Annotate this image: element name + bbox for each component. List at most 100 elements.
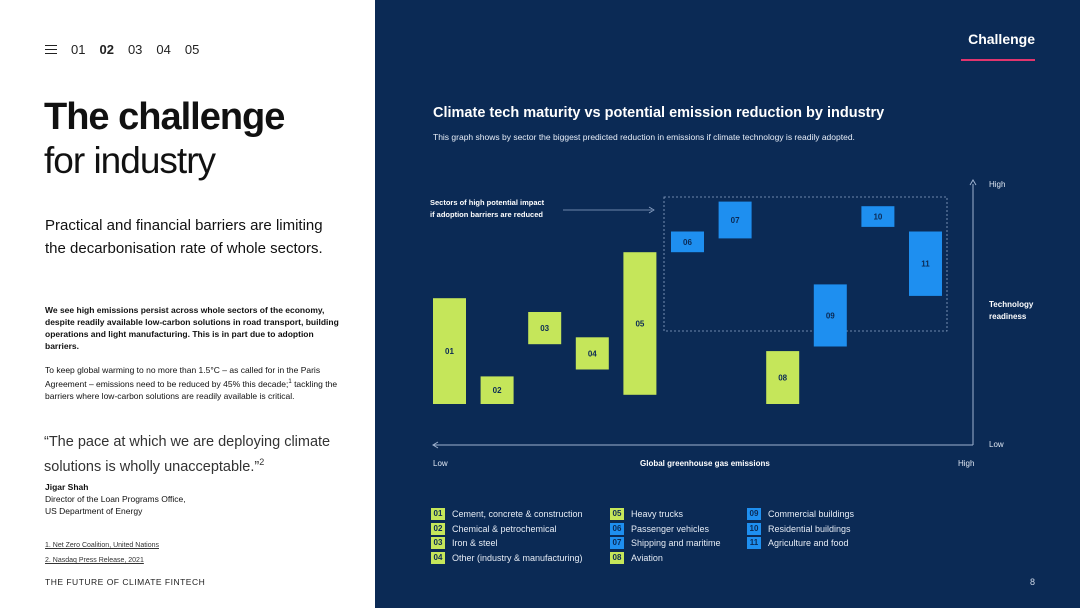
legend-label-11: Agriculture and food <box>768 538 849 549</box>
footer-title: THE FUTURE OF CLIMATE FINTECH <box>45 577 206 587</box>
legend-item-10: 10 Residential buildings <box>747 522 851 536</box>
legend-badge-01: 01 <box>431 508 445 520</box>
section-underline <box>961 59 1035 61</box>
author-org: US Department of Energy <box>45 506 143 516</box>
legend-label-09: Commercial buildings <box>768 509 855 519</box>
y-axis-arrow-icon <box>969 179 977 186</box>
bar-06 <box>671 231 704 253</box>
nav-item-05[interactable]: 05 <box>184 42 200 57</box>
bar-02 <box>480 376 514 404</box>
bar-03 <box>528 312 562 345</box>
bar-08 <box>766 351 800 404</box>
bar-label-01: 01 <box>445 347 454 356</box>
chart-canvas: High Low Technology readiness Low High Global … <box>430 179 1034 468</box>
x-axis-label: Global greenhouse gas emissions <box>640 459 770 468</box>
chart-title: Climate tech maturity vs potential emiss… <box>433 105 885 121</box>
legend-badge-02: 02 <box>431 522 445 535</box>
annotation-line2: if adoption barriers are reduced <box>430 210 543 219</box>
x-high-label: High <box>958 459 974 468</box>
menu-icon[interactable] <box>45 44 57 55</box>
bar-label-10: 10 <box>873 213 882 222</box>
bar-10 <box>861 206 895 227</box>
bar-label-11: 11 <box>921 260 930 269</box>
left-panel: 01 02 03 04 05 The challenge for industr… <box>0 0 375 608</box>
section-nav: 01 02 03 04 05 <box>45 42 213 57</box>
legend-item-07: 07 Shipping and maritime <box>610 536 721 550</box>
legend-badge-08: 08 <box>610 551 624 564</box>
bar-07 <box>718 201 752 239</box>
legend-label-10: Residential buildings <box>768 523 851 534</box>
lead-paragraph: Practical and financial barriers are lim… <box>45 217 323 257</box>
body-regular-text-2: tackling the barriers where low-carbon s… <box>45 378 338 401</box>
legend-label-06: Passenger vehicles <box>631 523 710 534</box>
chart-subtitle: This graph shows by sector the biggest p… <box>433 132 855 142</box>
footnote-1[interactable]: 1. Net Zero Coalition, United Nations <box>45 542 159 549</box>
legend-badge-09: 09 <box>747 508 761 520</box>
right-panel: Challenge Climate tech maturity vs poten… <box>375 0 1080 608</box>
legend-label-04: Other (industry & manufacturing) <box>452 552 583 563</box>
legend-badge-10: 10 <box>747 522 761 535</box>
legend-label-02: Chemical & petrochemical <box>452 523 557 534</box>
quote: “The pace at which we are deploying clim… <box>44 432 344 477</box>
high-impact-region <box>663 196 948 332</box>
bar-05 <box>623 252 657 395</box>
legend-badge-05: 05 <box>610 508 624 520</box>
legend-badge-06: 06 <box>610 522 624 535</box>
body-regular-paragraph: To keep global warming to no more than 1… <box>45 364 345 402</box>
author-name: Jigar Shah <box>45 482 89 492</box>
bar-label-06: 06 <box>683 238 692 247</box>
legend-item-06: 06 Passenger vehicles <box>610 522 709 536</box>
bar-label-02: 02 <box>493 386 502 395</box>
footnote-ref-2: 2 <box>259 457 265 467</box>
nav-item-04[interactable]: 04 <box>156 42 171 57</box>
y-axis-label-line1: Technology <box>989 300 1034 309</box>
legend-item-11: 11 Agriculture and food <box>747 536 849 550</box>
x-axis-arrow-icon <box>432 441 439 449</box>
legend-item-01: 01 Cement, concrete & construction <box>431 507 583 521</box>
quote-text: “The pace at which we are deploying clim… <box>44 434 331 475</box>
author-role: Director of the Loan Programs Office, <box>45 494 186 504</box>
y-axis-label-line2: readiness <box>989 312 1027 321</box>
legend-badge-07: 07 <box>610 537 624 550</box>
legend-label-07: Shipping and maritime <box>631 538 721 549</box>
legend-item-02: 02 Chemical & petrochemical <box>431 522 557 536</box>
legend-item-05: 05 Heavy trucks <box>610 507 683 521</box>
legend-label-03: Iron & steel <box>452 538 498 549</box>
legend-item-09: 09 Commercial buildings <box>747 507 854 521</box>
legend-item-03: 03 Iron & steel <box>431 536 498 550</box>
body-bold-paragraph: We see high emissions persist across who… <box>45 305 339 351</box>
legend-badge-03: 03 <box>431 537 445 550</box>
nav-item-02[interactable]: 02 <box>99 42 114 57</box>
footnote-ref-1: 1 <box>288 379 292 385</box>
legend-item-04: 04 Other (industry & manufacturing) <box>431 551 583 565</box>
page-title-bold: The challenge <box>44 96 285 138</box>
bar-label-05: 05 <box>635 320 644 329</box>
annotation-arrow-icon <box>648 206 655 214</box>
legend-label-01: Cement, concrete & construction <box>452 509 583 519</box>
section-label: Challenge <box>968 31 1035 47</box>
bar-label-04: 04 <box>588 349 597 358</box>
annotation-line1: Sectors of high potential impact <box>430 198 545 207</box>
body-regular-text: To keep global warming to no more than 1… <box>45 365 321 389</box>
bar-01 <box>433 298 466 404</box>
y-high-label: High <box>989 180 1005 189</box>
footnote-2[interactable]: 2. Nasdaq Press Release, 2021 <box>45 557 144 564</box>
x-low-label: Low <box>433 459 448 468</box>
nav-item-03[interactable]: 03 <box>127 42 143 57</box>
legend-badge-11: 11 <box>747 537 761 550</box>
legend-label-08: Aviation <box>631 552 663 563</box>
bar-label-08: 08 <box>778 374 787 383</box>
page-title-light: for industry <box>44 140 216 181</box>
bar-label-03: 03 <box>540 324 549 333</box>
bar-label-07: 07 <box>731 216 740 225</box>
nav-item-01[interactable]: 01 <box>71 42 86 57</box>
bar-09 <box>813 284 847 347</box>
page-number: 8 <box>1029 577 1035 587</box>
bar-label-09: 09 <box>826 311 835 320</box>
bar-11 <box>909 231 942 296</box>
y-low-label: Low <box>989 440 1004 449</box>
quote-author: Jigar Shah Director of the Loan Programs… <box>45 481 186 517</box>
bar-04 <box>575 337 609 370</box>
legend-label-05: Heavy trucks <box>631 509 684 519</box>
legend-item-08: 08 Aviation <box>610 551 663 565</box>
